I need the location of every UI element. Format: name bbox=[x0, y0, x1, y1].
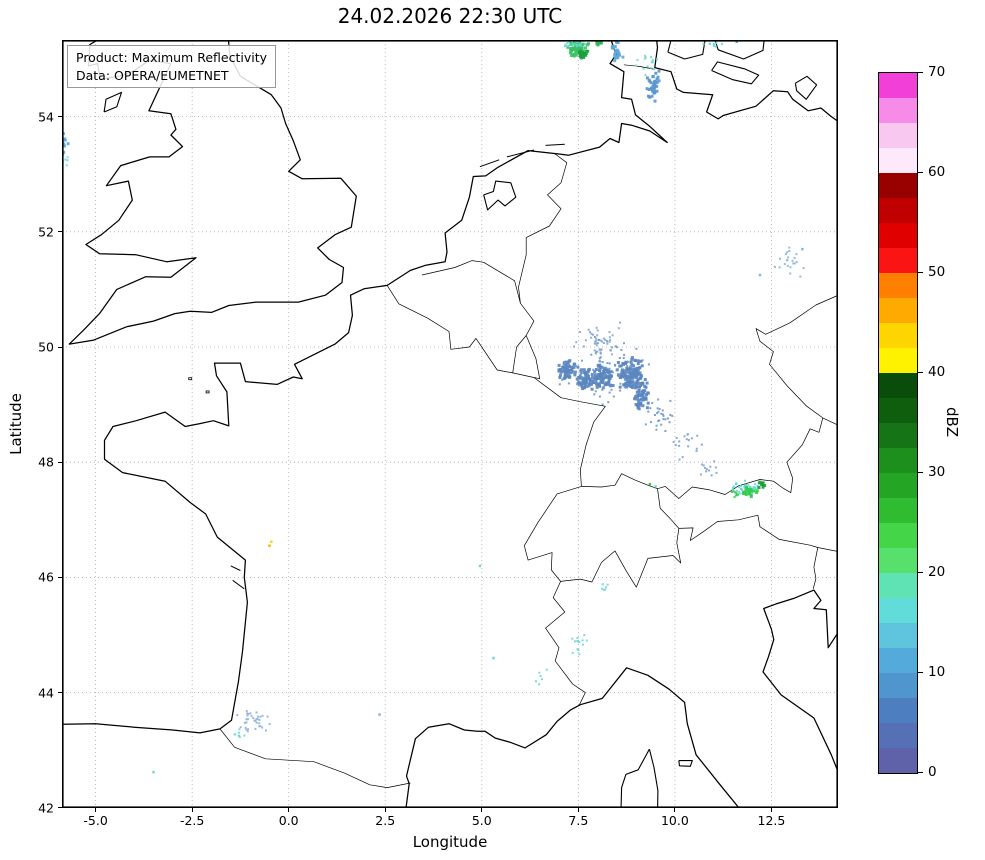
colorbar-segment bbox=[879, 648, 917, 673]
colorbar-segment bbox=[879, 273, 917, 298]
product-annotation-box: Product: Maximum Reflectivity Data: OPER… bbox=[67, 45, 277, 88]
y-tick-mark bbox=[58, 346, 62, 348]
colorbar-tick-mark bbox=[918, 371, 923, 373]
colorbar-segment bbox=[879, 298, 917, 323]
colorbar-tick-label: 30 bbox=[928, 464, 946, 480]
colorbar-segment bbox=[879, 248, 917, 273]
colorbar-tick-mark bbox=[918, 771, 923, 773]
colorbar-tick-label: 70 bbox=[928, 64, 946, 80]
y-tick-mark bbox=[58, 576, 62, 578]
colorbar-tick-mark bbox=[918, 671, 923, 673]
colorbar bbox=[878, 72, 918, 774]
plot-title: 24.02.2026 22:30 UTC bbox=[337, 4, 563, 28]
x-tick-label: 5.0 bbox=[471, 813, 492, 828]
x-tick-mark bbox=[481, 808, 483, 812]
colorbar-tick-mark bbox=[918, 171, 923, 173]
colorbar-tick-label: 50 bbox=[928, 264, 946, 280]
colorbar-segment bbox=[879, 123, 917, 148]
radar-echoes bbox=[62, 40, 805, 774]
colorbar-tick-mark bbox=[918, 71, 923, 73]
colorbar-tick-mark bbox=[918, 471, 923, 473]
gridlines bbox=[62, 40, 838, 808]
y-tick-label: 44 bbox=[38, 685, 54, 701]
colorbar-segment bbox=[879, 148, 917, 173]
y-axis-label: Latitude bbox=[7, 393, 25, 455]
x-tick-label: -2.5 bbox=[179, 813, 205, 828]
x-tick-label: 2.5 bbox=[375, 813, 396, 828]
y-tick-label: 46 bbox=[38, 569, 54, 585]
annotation-product: Product: Maximum Reflectivity bbox=[76, 50, 268, 65]
colorbar-segment bbox=[879, 223, 917, 248]
colorbar-segment bbox=[879, 323, 917, 348]
y-tick-mark bbox=[58, 231, 62, 233]
y-tick-mark bbox=[58, 461, 62, 463]
x-tick-mark bbox=[384, 808, 386, 812]
x-tick-label: 12.5 bbox=[757, 813, 786, 828]
colorbar-segment bbox=[879, 573, 917, 598]
colorbar-tick-label: 0 bbox=[928, 764, 937, 780]
colorbar-segment bbox=[879, 548, 917, 573]
x-tick-label: 7.5 bbox=[568, 813, 589, 828]
colorbar-segment bbox=[879, 198, 917, 223]
x-tick-mark bbox=[577, 808, 579, 812]
colorbar-segment bbox=[879, 73, 917, 98]
y-tick-label: 48 bbox=[38, 454, 54, 470]
y-tick-label: 54 bbox=[38, 109, 54, 125]
x-tick-label: -5.0 bbox=[83, 813, 108, 828]
x-tick-label: 10.0 bbox=[660, 813, 689, 828]
colorbar-tick-mark bbox=[918, 571, 923, 573]
plot-frame bbox=[62, 40, 838, 808]
colorbar-segment bbox=[879, 398, 917, 423]
colorbar-segment bbox=[879, 673, 917, 698]
colorbar-segment bbox=[879, 348, 917, 373]
colorbar-segment bbox=[879, 98, 917, 123]
colorbar-tick-mark bbox=[918, 271, 923, 273]
colorbar-tick-label: 10 bbox=[928, 664, 946, 680]
y-tick-mark bbox=[58, 807, 62, 809]
x-tick-mark bbox=[770, 808, 772, 812]
colorbar-segment bbox=[879, 698, 917, 723]
x-axis-label: Longitude bbox=[412, 833, 488, 851]
colorbar-segment bbox=[879, 448, 917, 473]
coastlines-and-borders bbox=[62, 40, 838, 808]
colorbar-tick-label: 20 bbox=[928, 564, 946, 580]
map-plot-area: Product: Maximum Reflectivity Data: OPER… bbox=[62, 40, 838, 808]
colorbar-segment bbox=[879, 473, 917, 498]
annotation-source: Data: OPERA/EUMETNET bbox=[76, 67, 229, 83]
y-tick-mark bbox=[58, 116, 62, 118]
x-tick-label: 0.0 bbox=[278, 813, 299, 828]
colorbar-segment bbox=[879, 598, 917, 623]
y-tick-mark bbox=[58, 692, 62, 694]
colorbar-segment bbox=[879, 373, 917, 398]
colorbar-segment bbox=[879, 523, 917, 548]
x-tick-mark bbox=[95, 808, 97, 812]
y-tick-label: 52 bbox=[38, 224, 54, 240]
colorbar-segment bbox=[879, 748, 917, 773]
x-tick-mark bbox=[288, 808, 290, 812]
x-tick-mark bbox=[674, 808, 676, 812]
colorbar-segment bbox=[879, 498, 917, 523]
y-tick-label: 42 bbox=[38, 800, 54, 816]
map-canvas bbox=[62, 40, 838, 808]
colorbar-segment bbox=[879, 723, 917, 748]
y-tick-label: 50 bbox=[38, 339, 54, 355]
colorbar-unit-label: dBZ bbox=[943, 406, 961, 438]
colorbar-segment bbox=[879, 173, 917, 198]
colorbar-tick-label: 60 bbox=[928, 164, 946, 180]
colorbar-segment bbox=[879, 423, 917, 448]
x-tick-mark bbox=[191, 808, 193, 812]
colorbar-segment bbox=[879, 623, 917, 648]
colorbar-tick-label: 40 bbox=[928, 364, 946, 380]
